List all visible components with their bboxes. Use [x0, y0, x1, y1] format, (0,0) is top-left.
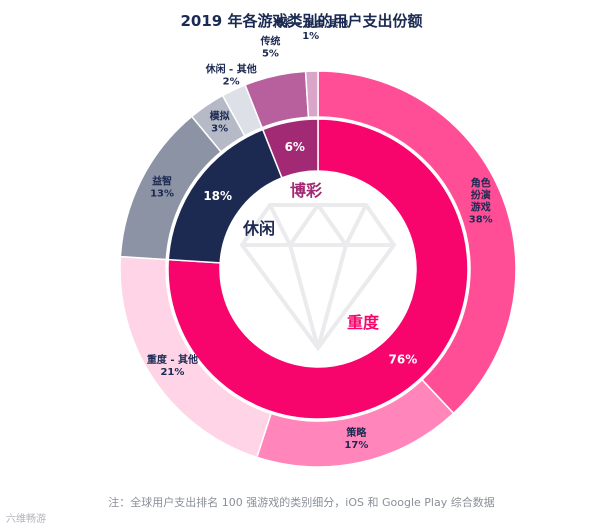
- inner-slice-0: [167, 118, 469, 420]
- category-label-2: 博彩: [290, 181, 322, 200]
- outer-name-label-3-0: 益智: [152, 175, 172, 188]
- outer-value-label-0: 38%: [469, 215, 493, 226]
- outer-value-label-3: 13%: [150, 189, 174, 200]
- outer-name-label-6-0: 传统: [259, 34, 280, 47]
- inner-slice-2: [261, 118, 319, 179]
- outer-ring: [119, 70, 517, 468]
- outer-slice-7: [304, 70, 319, 119]
- footnote: 注：全球用户支出排名 100 强游戏的类别细分，iOS 和 Google Pla…: [108, 496, 495, 509]
- inner-value-label-2: 6%: [285, 140, 305, 154]
- outer-name-label-2-0: 重度 - 其他: [147, 353, 198, 366]
- outer-value-label-2: 21%: [160, 367, 184, 378]
- outer-value-label-6: 5%: [262, 48, 279, 59]
- inner-ring: [167, 118, 469, 420]
- inner-value-label-0: 76%: [389, 352, 418, 366]
- outer-name-label-0-2: 游戏: [471, 201, 491, 214]
- inner-value-label-1: 18%: [203, 189, 232, 203]
- outer-name-label-1-0: 策略: [346, 426, 367, 439]
- outer-name-label-5-0: 休闲 - 其他: [205, 62, 257, 75]
- category-label-0: 重度: [347, 313, 380, 332]
- outer-slice-0: [317, 70, 517, 415]
- outer-value-label-4: 3%: [211, 123, 228, 134]
- outer-name-label-0-1: 扮演: [471, 189, 491, 202]
- watermark: 六维畅游: [6, 514, 46, 525]
- outer-value-label-7: 1%: [302, 31, 319, 42]
- chart-title: 2019 年各游戏类别的用户支出份额: [180, 12, 423, 30]
- category-label-1: 休闲: [242, 219, 275, 238]
- outer-name-label-0-0: 角色: [471, 177, 491, 190]
- outer-value-label-5: 2%: [223, 76, 240, 87]
- outer-name-label-4-0: 模拟: [210, 109, 230, 122]
- outer-value-label-1: 17%: [344, 440, 368, 451]
- gem-watermark-icon: [239, 203, 397, 352]
- outer-name-label-7-0: 博彩 - 混合/其他: [273, 17, 348, 30]
